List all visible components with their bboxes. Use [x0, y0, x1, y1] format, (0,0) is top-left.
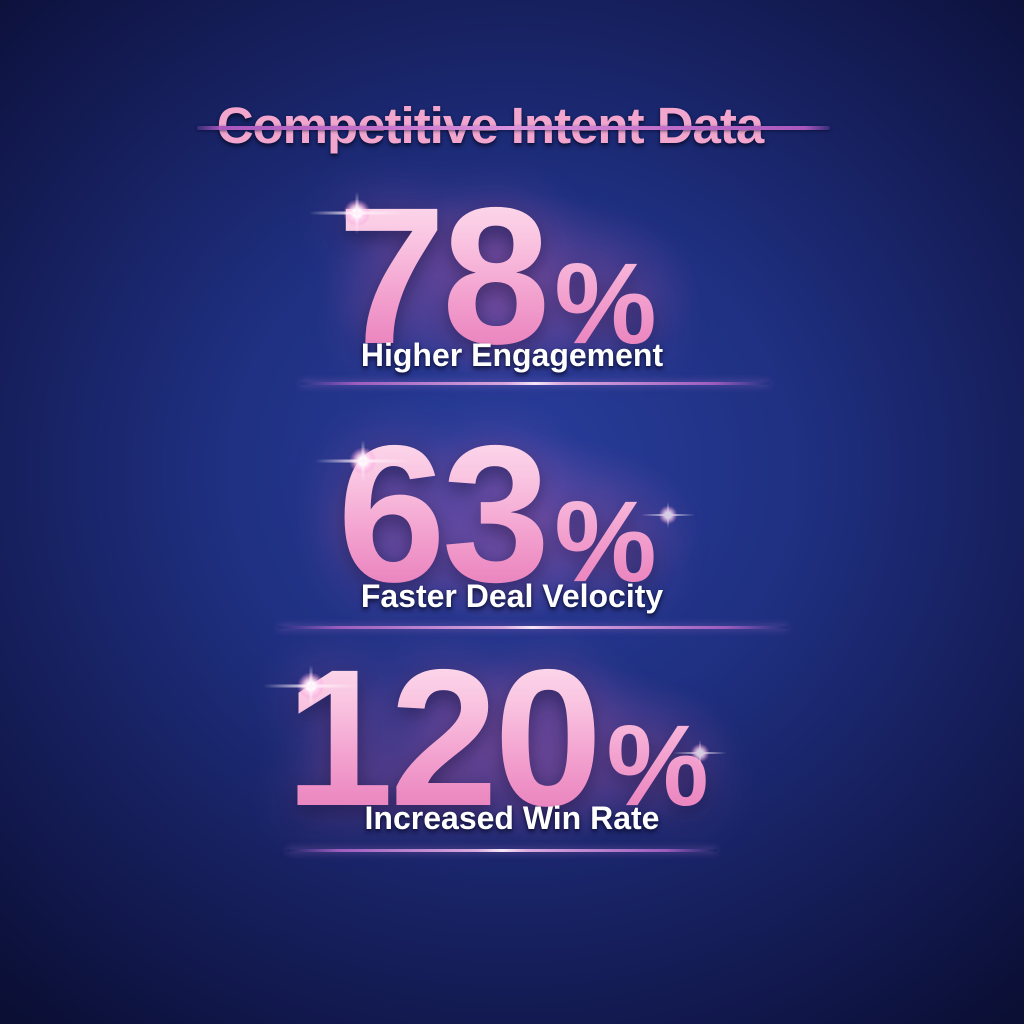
stat-divider: [287, 849, 717, 852]
stat-label-faster-deal-velocity: Faster Deal Velocity: [360, 578, 664, 614]
stat-label-higher-engagement: Higher Engagement: [360, 337, 664, 373]
title-underline: [197, 126, 830, 130]
stat-divider: [278, 626, 788, 629]
stat-label-increased-win-rate: Increased Win Rate: [364, 800, 660, 836]
stat-divider: [300, 382, 770, 385]
page-title: Competitive Intent Data: [216, 97, 765, 155]
